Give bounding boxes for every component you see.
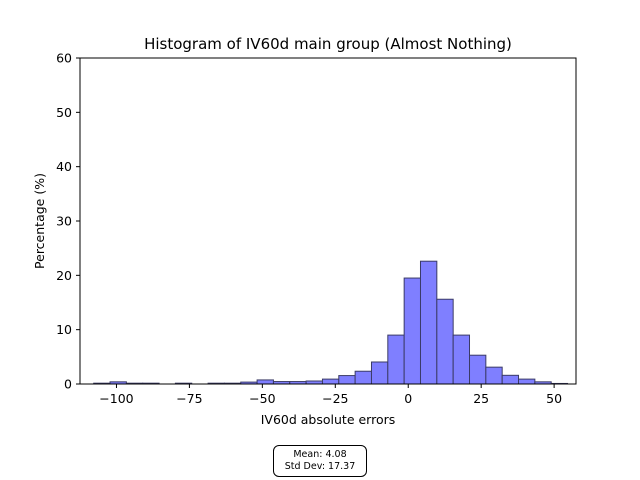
histogram-bar <box>485 366 503 385</box>
histogram-bar <box>403 277 421 385</box>
histogram-bar <box>338 375 356 385</box>
stats-box: Mean: 4.08 Std Dev: 17.37 <box>273 445 367 477</box>
histogram-bar <box>518 378 536 385</box>
histogram-bar <box>321 378 340 385</box>
y-tick-label: 50 <box>56 105 72 120</box>
plot-frame <box>79 57 577 385</box>
x-tick-label: −75 <box>176 391 202 406</box>
x-tick-label: −25 <box>322 391 348 406</box>
histogram-bar <box>469 354 487 385</box>
y-tick-label: 20 <box>56 268 72 283</box>
y-axis-label: Percentage (%) <box>32 173 47 269</box>
x-tick-label: 0 <box>404 391 412 406</box>
histogram-bar <box>387 334 405 385</box>
histogram-bar <box>436 298 454 385</box>
y-axis-ticks: 0 10 20 30 40 50 60 <box>56 51 80 392</box>
y-tick-label: 30 <box>56 214 72 229</box>
y-tick-label: 10 <box>56 322 72 337</box>
histogram-bar <box>354 370 372 385</box>
y-tick-label: 60 <box>56 51 72 66</box>
bars-group <box>93 260 569 385</box>
mean-label: Mean: 4.08 <box>293 449 347 460</box>
x-axis-ticks: −100 −75 −50 −25 0 25 50 <box>99 384 562 406</box>
x-tick-label: −50 <box>249 391 275 406</box>
x-tick-label: 50 <box>546 391 562 406</box>
histogram-bar <box>256 379 274 385</box>
x-tick-label: −100 <box>99 391 133 406</box>
histogram-bar <box>370 361 389 385</box>
std-dev-label: Std Dev: 17.37 <box>284 460 356 472</box>
x-tick-label: 25 <box>473 391 489 406</box>
histogram-bar <box>452 334 471 385</box>
histogram-bar <box>419 260 438 385</box>
histogram-bar <box>501 374 520 385</box>
y-tick-label: 40 <box>56 159 72 174</box>
x-axis-label: IV60d absolute errors <box>261 412 396 427</box>
y-tick-label: 0 <box>64 377 72 392</box>
chart-title: Histogram of IV60d main group (Almost No… <box>144 35 512 53</box>
